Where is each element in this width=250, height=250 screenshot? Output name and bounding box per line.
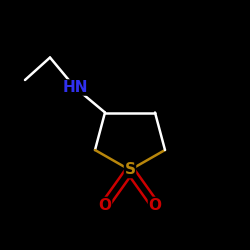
Text: O: O [148,198,162,212]
Text: S: S [124,162,136,178]
Text: O: O [98,198,112,212]
Text: HN: HN [62,80,88,95]
